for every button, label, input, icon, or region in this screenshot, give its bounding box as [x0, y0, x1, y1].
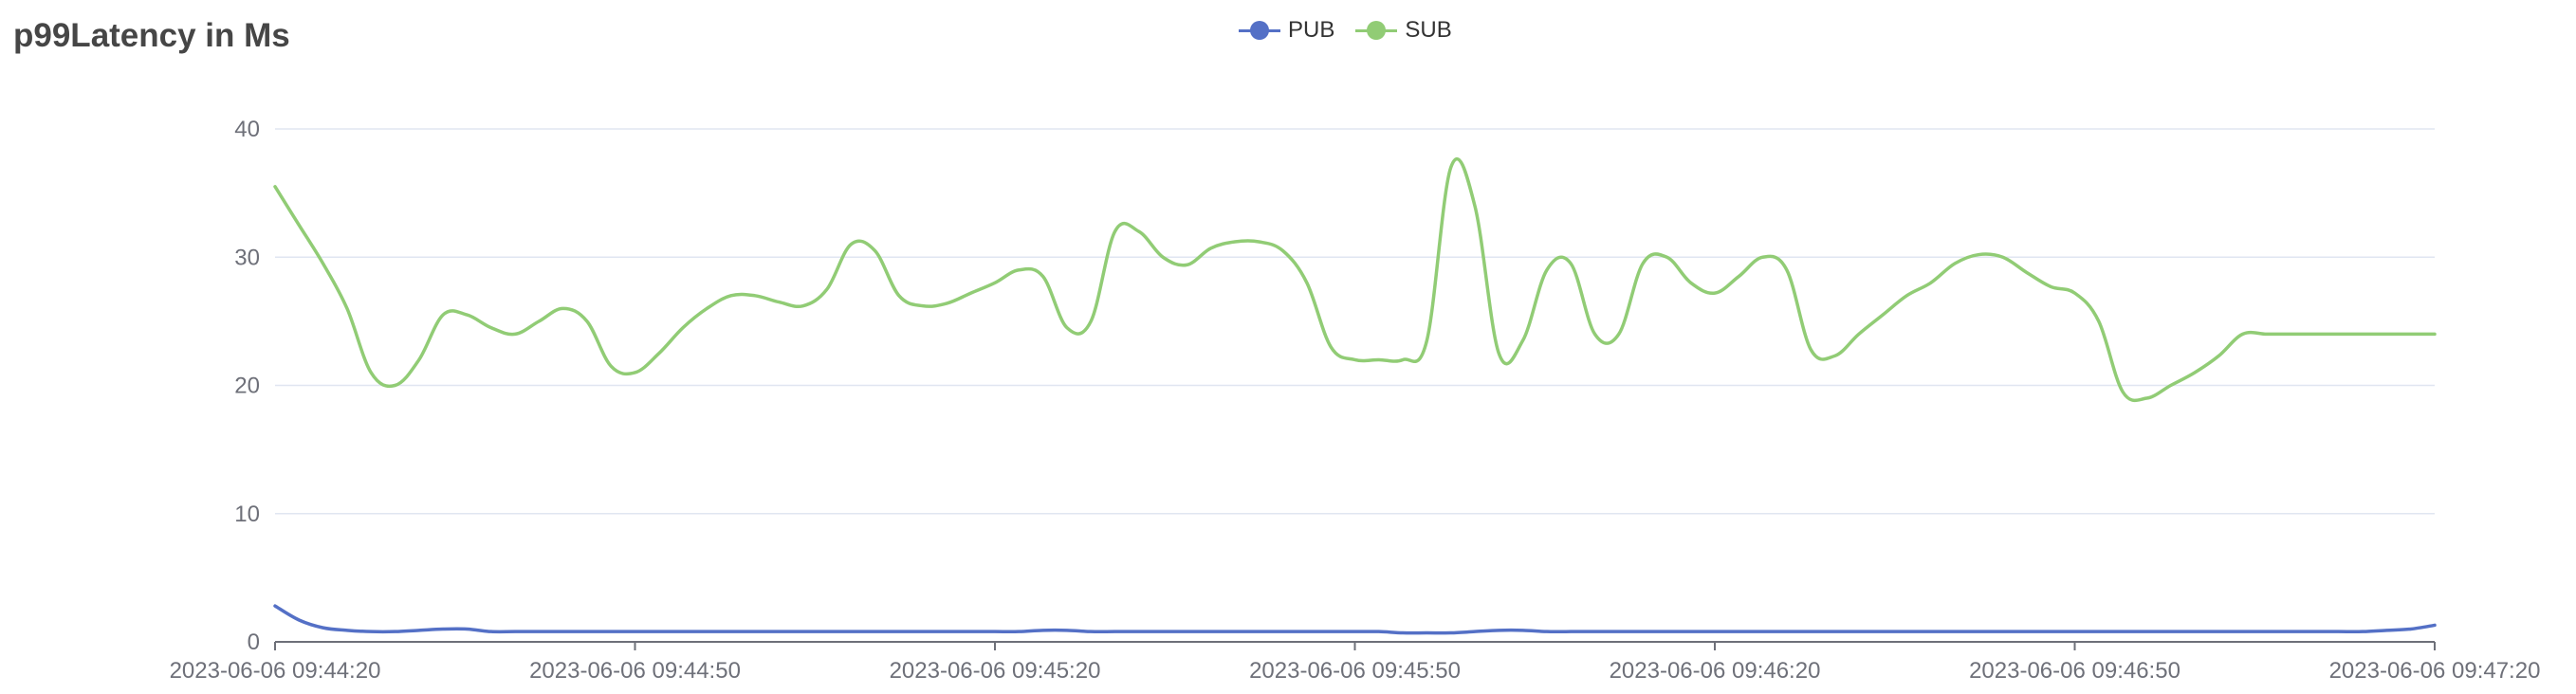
legend-item-pub[interactable]: PUB: [1239, 17, 1334, 44]
legend: PUB SUB: [1239, 17, 1473, 44]
y-tick-label: 0: [248, 630, 260, 655]
chart-title: p99Latency in Ms: [13, 17, 290, 54]
x-tick-label: 2023-06-06 09:46:50: [1969, 658, 2180, 684]
series-line-sub: [273, 157, 2437, 403]
x-tick-label: 2023-06-06 09:45:50: [1249, 658, 1461, 684]
y-tick-label: 40: [234, 117, 260, 142]
legend-item-sub[interactable]: SUB: [1355, 17, 1452, 44]
x-tick-label: 2023-06-06 09:44:20: [170, 658, 381, 684]
y-tick-label: 20: [234, 374, 260, 399]
x-tick-label: 2023-06-06 09:44:50: [529, 658, 741, 684]
x-tick-label: 2023-06-06 09:46:20: [1610, 658, 1821, 684]
legend-pub-icon: [1239, 20, 1280, 41]
y-tick-label: 30: [234, 245, 260, 270]
legend-sub-icon: [1355, 20, 1398, 41]
x-tick-label: 2023-06-06 09:47:20: [2329, 658, 2541, 684]
series-line-pub: [273, 604, 2437, 635]
legend-label-pub: PUB: [1288, 17, 1335, 43]
y-tick-label: 10: [234, 502, 260, 527]
x-tick-label: 2023-06-06 09:45:20: [890, 658, 1101, 684]
legend-label-sub: SUB: [1405, 17, 1452, 43]
